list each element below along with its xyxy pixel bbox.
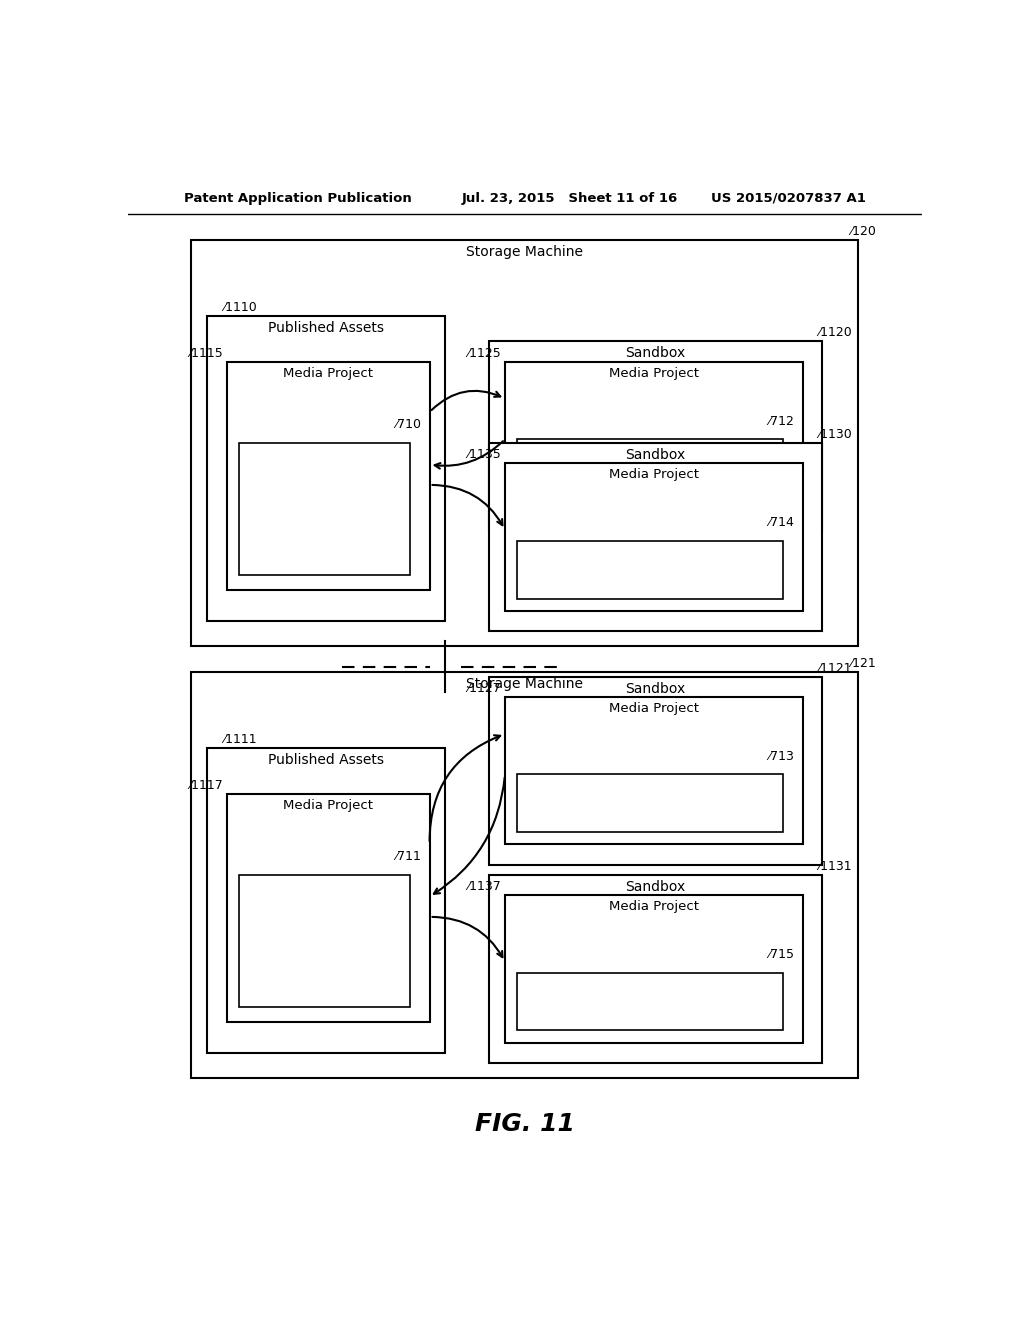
Text: ⁄714: ⁄714 — [769, 516, 795, 529]
Text: ⁄1135: ⁄1135 — [467, 449, 501, 461]
Text: Media Project: Media Project — [284, 799, 374, 812]
Text: Media Project: Media Project — [284, 367, 374, 380]
FancyBboxPatch shape — [489, 444, 822, 631]
FancyBboxPatch shape — [191, 240, 858, 647]
FancyBboxPatch shape — [207, 748, 445, 1053]
Text: ⁄1121: ⁄1121 — [818, 661, 852, 675]
Text: Storage Machine: Storage Machine — [466, 677, 584, 690]
Text: ⁄711: ⁄711 — [395, 850, 422, 863]
Text: ⁄1131: ⁄1131 — [818, 859, 852, 873]
FancyBboxPatch shape — [240, 444, 410, 576]
FancyBboxPatch shape — [505, 362, 803, 510]
Text: ⁄1125: ⁄1125 — [467, 347, 501, 359]
Text: Sandbox: Sandbox — [626, 682, 686, 696]
FancyBboxPatch shape — [517, 973, 782, 1031]
Text: ⁄1130: ⁄1130 — [818, 428, 852, 441]
FancyBboxPatch shape — [227, 793, 430, 1022]
Text: ⁄121: ⁄121 — [850, 656, 876, 669]
Text: US 2015/0207837 A1: US 2015/0207837 A1 — [712, 191, 866, 205]
Text: Media Project: Media Project — [608, 367, 698, 380]
Text: Media Project: Media Project — [608, 702, 698, 715]
Text: Media Project: Media Project — [608, 900, 698, 913]
FancyBboxPatch shape — [505, 697, 803, 845]
FancyBboxPatch shape — [191, 672, 858, 1078]
Text: Sandbox: Sandbox — [626, 447, 686, 462]
Text: ⁄1111: ⁄1111 — [223, 733, 257, 746]
Text: Published Assets: Published Assets — [268, 321, 384, 335]
Text: Published Assets: Published Assets — [268, 752, 384, 767]
Text: ⁄1110: ⁄1110 — [223, 301, 257, 314]
Text: Media Project: Media Project — [608, 469, 698, 482]
Text: Patent Application Publication: Patent Application Publication — [183, 191, 412, 205]
Text: Storage Machine: Storage Machine — [466, 244, 584, 259]
FancyBboxPatch shape — [517, 541, 782, 598]
FancyBboxPatch shape — [505, 895, 803, 1043]
Text: ⁄1115: ⁄1115 — [189, 347, 223, 359]
FancyBboxPatch shape — [489, 677, 822, 865]
Text: FIG. 11: FIG. 11 — [475, 1111, 574, 1135]
Text: ⁄1117: ⁄1117 — [189, 779, 223, 792]
Text: ⁄713: ⁄713 — [769, 750, 795, 763]
Text: ⁄710: ⁄710 — [395, 418, 422, 430]
FancyBboxPatch shape — [240, 875, 410, 1007]
Text: ⁄1127: ⁄1127 — [467, 682, 501, 696]
Text: ⁄715: ⁄715 — [769, 948, 795, 961]
Text: Sandbox: Sandbox — [626, 880, 686, 894]
Text: ⁄120: ⁄120 — [850, 224, 877, 238]
FancyBboxPatch shape — [227, 362, 430, 590]
Text: ⁄712: ⁄712 — [769, 414, 795, 428]
FancyBboxPatch shape — [207, 315, 445, 620]
Text: ⁄1137: ⁄1137 — [467, 880, 501, 894]
FancyBboxPatch shape — [517, 775, 782, 833]
FancyBboxPatch shape — [505, 463, 803, 611]
Text: Jul. 23, 2015   Sheet 11 of 16: Jul. 23, 2015 Sheet 11 of 16 — [461, 191, 678, 205]
Text: Sandbox: Sandbox — [626, 346, 686, 360]
FancyBboxPatch shape — [489, 875, 822, 1063]
FancyBboxPatch shape — [489, 342, 822, 529]
FancyBboxPatch shape — [517, 440, 782, 496]
Text: ⁄1120: ⁄1120 — [818, 326, 852, 339]
